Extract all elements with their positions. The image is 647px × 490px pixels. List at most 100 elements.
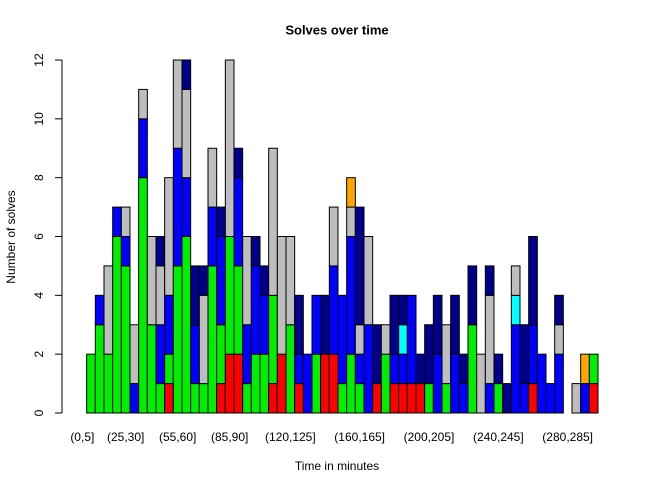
bar-segment <box>294 294 304 355</box>
bar-segment <box>138 88 148 120</box>
bar-segment <box>346 236 356 355</box>
bar-segment <box>458 383 469 414</box>
x-tick-label: (280,285] <box>542 430 593 444</box>
bar-segment <box>129 324 140 385</box>
x-axis-label: Time in minutes <box>295 459 379 473</box>
x-tick-label: (55,60] <box>159 430 196 444</box>
bar-segment <box>432 353 443 414</box>
bar-segment <box>406 383 417 414</box>
bar-segment <box>181 236 192 414</box>
bar-segment <box>389 353 400 385</box>
bar-segment <box>328 353 339 414</box>
bar-segment <box>181 88 192 179</box>
bar-segment <box>476 353 486 414</box>
bar-segment <box>172 265 183 414</box>
bar-segment <box>198 265 209 296</box>
bar-segment <box>294 353 304 385</box>
bar-segment <box>493 353 504 385</box>
y-tick-label: 2 <box>32 351 46 358</box>
bar-segment <box>164 294 174 355</box>
bar-segment <box>311 294 322 355</box>
bar-segment <box>129 383 140 414</box>
bar-segment <box>112 206 122 237</box>
bar-segment <box>242 324 252 385</box>
bar-segment <box>337 383 348 414</box>
bar-segment <box>190 383 200 414</box>
bar-segment <box>233 353 244 414</box>
bar-segment <box>467 265 478 326</box>
chart-title: Solves over time <box>285 22 388 37</box>
x-tick-label: (240,245] <box>473 430 524 444</box>
bar-segment <box>328 265 339 355</box>
bar-segment <box>216 324 226 385</box>
x-tick-label: (85,90] <box>211 430 248 444</box>
bar-segment <box>354 206 365 326</box>
bar-segment <box>424 383 434 414</box>
bar-segment <box>528 324 538 385</box>
bar-segment <box>146 236 157 326</box>
bar-segment <box>138 177 148 414</box>
bar-segment <box>155 383 166 414</box>
bar-segment <box>415 383 426 414</box>
bar-segment <box>155 324 166 385</box>
bar-segment <box>580 383 590 414</box>
bar-segment <box>554 324 564 355</box>
bar-segment <box>242 383 252 414</box>
bar-segment <box>207 147 218 208</box>
bar-segment <box>181 59 192 90</box>
bar-segment <box>398 324 408 355</box>
bar-segment <box>250 236 261 267</box>
bar-segment <box>519 324 530 385</box>
bar-segment <box>94 294 105 326</box>
bar-segment <box>354 324 365 355</box>
bar-segment <box>554 294 564 326</box>
bar-segment <box>424 324 434 385</box>
bar-segment <box>320 294 330 355</box>
bar-segment <box>571 383 582 414</box>
y-tick-label: 4 <box>32 292 46 299</box>
bar-segment <box>224 353 235 414</box>
bar-segment <box>233 177 244 267</box>
bar-segment <box>233 265 244 355</box>
x-tick-label: (200,205] <box>404 430 455 444</box>
bar-segment <box>302 353 313 414</box>
bar-segment <box>389 383 400 414</box>
bar-segment <box>354 353 365 385</box>
bar-segment <box>320 353 330 414</box>
bar-segment <box>554 353 564 414</box>
y-tick-label: 8 <box>32 174 46 181</box>
bar-segment <box>588 353 599 385</box>
bar-segment <box>363 324 374 414</box>
bar-segment <box>164 177 174 296</box>
bar-segment <box>372 324 382 385</box>
bar-segment <box>441 324 452 385</box>
bar-segment <box>276 353 287 414</box>
x-tick-label: (25,30] <box>107 430 144 444</box>
bar-segment <box>372 383 382 414</box>
bar-segment <box>432 294 443 355</box>
y-axis-label: Number of solves <box>4 190 18 283</box>
bar-segment <box>380 353 391 414</box>
bar-segment <box>224 59 235 237</box>
bar-segment <box>120 206 131 237</box>
bar-segment <box>389 294 400 355</box>
bar-segment <box>545 383 556 414</box>
bar-segment <box>207 206 218 267</box>
y-tick-label: 12 <box>32 53 46 67</box>
bar-segment <box>216 206 226 237</box>
bar-segment <box>502 383 512 414</box>
bar-segment <box>94 324 105 414</box>
bar-segment <box>233 147 244 179</box>
bar-segment <box>138 118 148 179</box>
bar-segment <box>207 265 218 414</box>
bar-segment <box>484 294 495 385</box>
bar-segment <box>398 383 408 414</box>
bar-segment <box>528 383 538 414</box>
bar-segment <box>86 353 96 414</box>
bar-segment <box>120 236 131 267</box>
bar-segment <box>146 324 157 414</box>
bar-segment <box>354 383 365 414</box>
bar-segment <box>172 147 183 267</box>
bar-segment <box>441 383 452 414</box>
